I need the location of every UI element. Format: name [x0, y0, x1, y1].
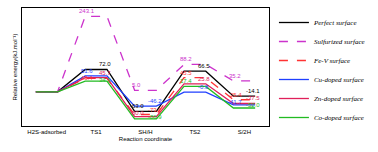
- svg-text:TS2: TS2: [189, 129, 201, 135]
- svg-text:SH/H: SH/H: [138, 129, 152, 135]
- svg-text:-73.0: -73.0: [148, 107, 162, 113]
- svg-text:-14.1: -14.1: [246, 88, 260, 94]
- svg-text:Zn-doped surface: Zn-doped surface: [314, 95, 363, 103]
- svg-text:72.0: 72.0: [99, 61, 111, 67]
- svg-text:-52.0: -52.0: [246, 102, 260, 108]
- svg-text:-63.0: -63.0: [130, 103, 144, 109]
- svg-text:-37.5: -37.5: [246, 95, 260, 101]
- svg-text:51.6: 51.6: [81, 68, 93, 74]
- svg-text:-25.4: -25.4: [228, 92, 242, 98]
- svg-text:17.4: 17.4: [180, 78, 192, 84]
- svg-text:S/2H: S/2H: [238, 129, 251, 135]
- svg-text:-41.7: -41.7: [228, 99, 242, 105]
- svg-text:Relative energy(kJ.mol⁻¹): Relative energy(kJ.mol⁻¹): [12, 33, 18, 100]
- svg-text:45.7: 45.7: [99, 70, 111, 76]
- svg-text:-46.2: -46.2: [148, 98, 162, 104]
- svg-text:66.5: 66.5: [198, 63, 210, 69]
- svg-text:Fe-V surface: Fe-V surface: [313, 57, 350, 65]
- svg-text:-80.0: -80.0: [130, 110, 144, 116]
- svg-text:88.2: 88.2: [180, 56, 192, 62]
- svg-text:H2S-adsorbed: H2S-adsorbed: [27, 129, 66, 135]
- svg-text:TS1: TS1: [91, 129, 103, 135]
- svg-text:Co-doped surface: Co-doped surface: [314, 114, 364, 122]
- svg-text:-86.9: -86.9: [148, 114, 162, 120]
- svg-text:Reaction coordinate: Reaction coordinate: [119, 136, 173, 142]
- svg-text:-0.8: -0.8: [198, 84, 209, 90]
- svg-text:243.1: 243.1: [79, 8, 95, 14]
- svg-text:Perfect surface: Perfect surface: [313, 19, 357, 27]
- svg-text:25.8: 25.8: [198, 76, 210, 82]
- svg-text:35.2: 35.2: [229, 73, 241, 79]
- svg-text:34.3: 34.3: [99, 77, 111, 83]
- svg-text:5.0: 5.0: [132, 82, 141, 88]
- svg-text:43.4: 43.4: [81, 75, 93, 81]
- svg-text:45.5: 45.5: [180, 70, 192, 76]
- svg-text:Sulfurized surface: Sulfurized surface: [314, 38, 365, 46]
- svg-text:Cu-doped surface: Cu-doped surface: [314, 76, 364, 84]
